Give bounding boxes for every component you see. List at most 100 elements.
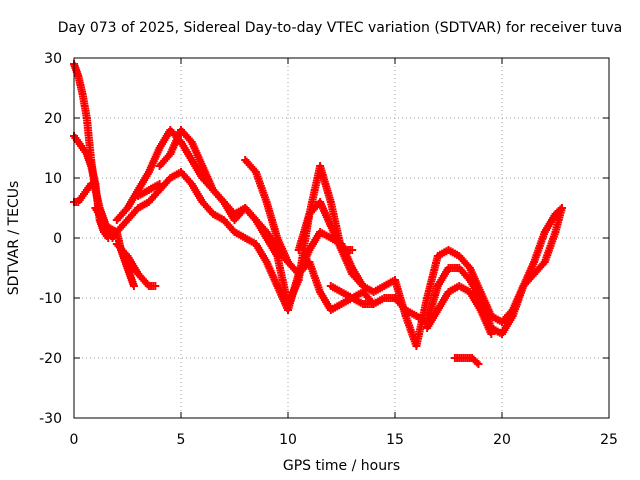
y-tick-label: -10 [39,291,62,307]
track-markers [295,248,313,276]
track-markers [114,217,130,235]
chart-title: Day 073 of 2025, Sidereal Day-to-day VTE… [58,20,622,36]
track-markers [274,236,292,264]
track-markers [210,187,227,205]
data-point [474,360,483,368]
data-point [487,330,496,338]
track-markers [382,277,397,289]
y-tick-label: 20 [44,111,62,127]
track-markers [79,146,90,156]
track-markers [252,170,270,204]
track-markers [499,314,516,336]
y-tick-label: 10 [44,171,62,187]
track-markers [114,205,130,223]
y-tick-label: 30 [44,51,62,67]
track-markers [188,182,206,204]
x-tick-label: 10 [279,432,297,448]
data-point [155,180,164,188]
track-markers [317,200,334,228]
track-markers [520,271,537,289]
x-tick-label: 25 [600,432,618,448]
track-markers [124,254,142,276]
track-markers [188,140,206,168]
track-markers [541,212,559,234]
plot-frame [73,57,610,419]
track-markers [188,158,206,180]
series-track-10 [294,162,566,350]
series-track-12 [423,282,496,338]
track-markers [453,354,466,362]
track-markers [78,92,91,120]
track-markers [284,278,302,306]
track-markers [349,271,366,289]
track-markers [361,283,376,295]
grid [74,58,609,418]
track-markers [75,140,86,150]
track-markers [477,308,495,336]
track-markers [316,164,335,204]
track-markers [446,247,462,259]
data-point [104,234,113,242]
track-markers [423,254,442,300]
track-markers [253,242,270,264]
track-markers [423,284,442,324]
track-markers [263,260,281,288]
track-markers [232,229,248,241]
track-markers [167,128,185,156]
track-markers [199,199,216,217]
track-markers [338,248,356,276]
track-markers [446,283,462,295]
track-markers [178,140,195,162]
x-axis-label: GPS time / hours [283,458,400,474]
track-markers [328,301,344,313]
track-markers [84,182,94,192]
data-point [348,246,357,254]
track-markers [135,271,152,289]
series-track-7 [134,180,164,200]
x-tick-label: 0 [70,432,79,448]
track-markers [461,354,474,362]
y-axis-label: SDTVAR / TECUs [6,181,22,296]
track-markers [434,290,452,312]
data-point [557,204,566,212]
track-markers [114,241,130,259]
series-track-6 [112,240,160,290]
track-markers [467,290,484,312]
track-markers [147,282,158,290]
track-markers [295,212,313,252]
x-tick-label: 15 [386,432,404,448]
track-markers [243,235,258,247]
x-tick-label: 20 [493,432,511,448]
track-markers [242,205,259,223]
track-markers [457,283,472,295]
axis-ticks: 0 5 10 15 20 25 -30 -20 -10 0 10 20 30 [39,51,618,448]
y-tick-label: -20 [39,351,62,367]
track-markers [273,254,292,306]
series-track-13 [450,354,483,368]
track-markers [414,313,429,325]
track-markers [135,170,152,192]
track-markers [101,230,111,240]
track-markers [435,247,451,259]
track-markers [424,308,441,330]
y-tick-label: 0 [53,231,62,247]
track-markers [509,284,527,318]
series-track-3 [70,180,113,242]
track-markers [306,260,324,294]
track-markers [199,164,217,192]
track-markers [146,187,163,205]
track-markers [328,283,344,295]
data-series [70,60,566,368]
track-markers [327,200,345,252]
track-markers [147,181,162,193]
x-tick-label: 5 [177,432,186,448]
track-markers [242,157,259,175]
track-markers [136,187,151,199]
track-markers [157,175,173,193]
track-markers [136,199,151,211]
track-markers [221,217,237,235]
track-markers [263,230,281,252]
data-point [151,282,160,290]
track-markers [145,146,163,174]
